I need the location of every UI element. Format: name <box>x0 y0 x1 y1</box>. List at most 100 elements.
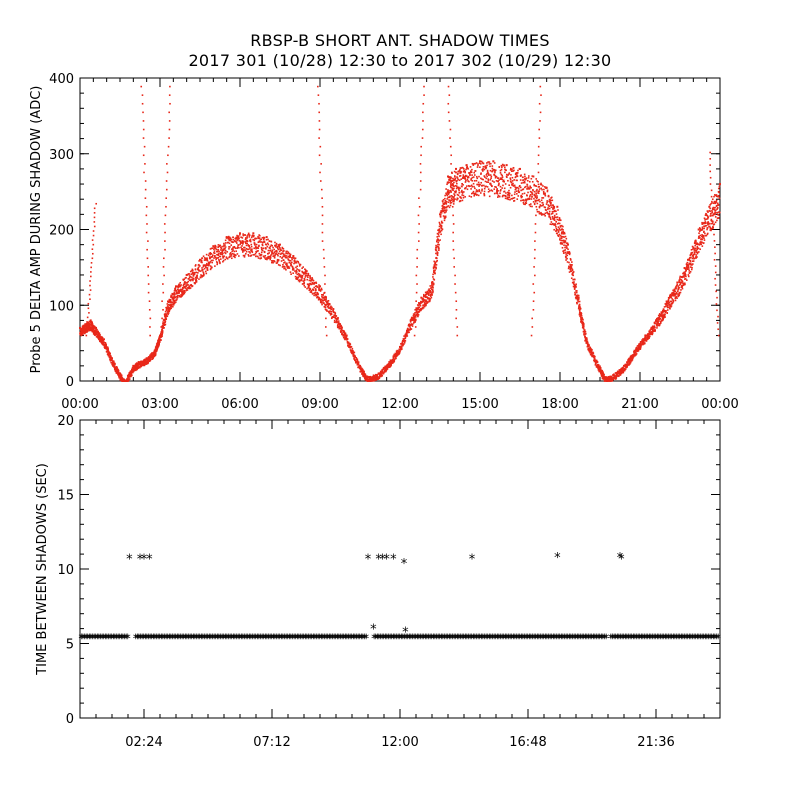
data-point <box>459 172 461 174</box>
data-point <box>282 250 284 253</box>
data-point <box>134 368 136 370</box>
data-point <box>304 270 307 273</box>
data-point <box>464 177 466 179</box>
data-point <box>172 293 175 295</box>
data-point <box>548 205 551 208</box>
data-point <box>565 255 567 258</box>
data-point <box>281 246 284 249</box>
data-point <box>390 359 393 362</box>
data-point <box>465 164 468 167</box>
data-point <box>559 219 562 222</box>
data-point <box>480 172 482 174</box>
data-point <box>304 274 307 277</box>
data-point <box>323 297 325 299</box>
data-point <box>562 229 564 231</box>
data-point <box>579 315 581 318</box>
data-point <box>185 276 187 279</box>
data-point <box>514 188 517 191</box>
data-point <box>297 279 300 282</box>
data-point <box>281 252 284 255</box>
data-point <box>568 265 570 268</box>
data-point <box>208 264 210 267</box>
data-point <box>486 172 488 175</box>
data-point <box>538 186 540 188</box>
data-point <box>484 180 487 183</box>
data-point <box>306 278 309 281</box>
data-point <box>556 216 559 218</box>
data-point <box>343 331 346 333</box>
data-point <box>442 198 445 201</box>
data-point <box>451 195 454 198</box>
data-point <box>304 271 307 274</box>
data-point <box>192 275 195 277</box>
data-point <box>205 253 208 256</box>
data-point <box>524 178 527 181</box>
data-point <box>296 265 299 268</box>
data-point <box>152 357 154 359</box>
data-point <box>254 253 257 255</box>
data-point <box>99 340 101 343</box>
data-point <box>280 252 283 255</box>
data-point <box>576 299 579 301</box>
data-point <box>444 215 446 218</box>
data-point <box>438 231 440 234</box>
data-point <box>327 307 330 309</box>
data-point <box>605 377 607 380</box>
data-point <box>166 315 169 318</box>
data-point <box>135 368 137 371</box>
data-point <box>376 377 379 379</box>
data-point <box>520 189 522 192</box>
data-point <box>474 193 477 195</box>
data-point <box>570 270 573 272</box>
data-point <box>359 370 362 373</box>
data-point <box>311 293 314 295</box>
data-point <box>94 326 97 329</box>
data-point <box>295 277 297 280</box>
data-point <box>248 255 250 257</box>
data-point <box>518 191 520 194</box>
data-point <box>477 163 479 165</box>
data-point <box>658 320 660 322</box>
data-point <box>236 239 238 242</box>
data-point <box>427 291 429 293</box>
data-point <box>336 319 338 321</box>
data-point <box>178 295 181 298</box>
data-point <box>239 232 241 235</box>
data-point <box>422 298 425 300</box>
data-point <box>286 250 288 253</box>
data-point <box>176 298 178 300</box>
data-point <box>203 273 205 276</box>
data-point <box>399 347 402 349</box>
data-point <box>423 299 426 301</box>
data-point <box>88 320 91 323</box>
data-point <box>183 290 186 292</box>
data-point <box>370 378 372 381</box>
data-point <box>441 221 444 224</box>
data-point <box>484 165 487 167</box>
data-point <box>107 350 110 353</box>
data-point <box>460 171 462 174</box>
data-point <box>533 193 536 196</box>
data-point <box>569 263 571 266</box>
data-point <box>355 356 358 359</box>
data-point <box>414 321 416 323</box>
data-point <box>527 188 529 190</box>
data-point <box>479 163 482 165</box>
data-point <box>380 375 382 378</box>
data-point <box>483 190 486 193</box>
data-point <box>647 334 650 336</box>
data-point <box>438 221 441 224</box>
data-point <box>453 187 455 190</box>
data-point <box>565 245 568 247</box>
data-point <box>355 360 358 363</box>
data-point <box>321 295 323 298</box>
data-point <box>440 227 443 230</box>
data-point <box>489 174 492 176</box>
data-point <box>444 207 447 209</box>
data-point <box>204 264 207 266</box>
data-point <box>283 267 285 270</box>
data-point <box>243 248 245 251</box>
data-point <box>555 225 557 228</box>
data-point <box>248 250 250 253</box>
